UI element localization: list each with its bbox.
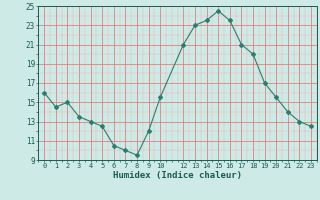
X-axis label: Humidex (Indice chaleur): Humidex (Indice chaleur) [113,171,242,180]
